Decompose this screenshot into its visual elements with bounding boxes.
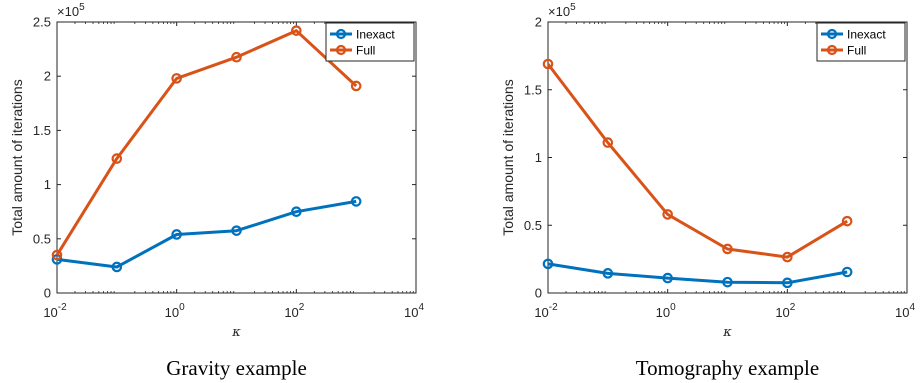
- data-point: [231, 225, 242, 236]
- y-exponent-label: ×105: [548, 2, 576, 19]
- legend-entry: Inexact: [847, 28, 886, 42]
- y-tick-label: 1: [44, 177, 51, 192]
- y-tick-label: 2.5: [33, 15, 51, 30]
- chart-caption: Tomography example: [636, 356, 819, 380]
- y-tick-label: 0: [535, 286, 542, 301]
- legend-entry: Full: [847, 44, 866, 58]
- plot-frame: [56, 21, 417, 294]
- data-point: [291, 206, 302, 217]
- data-point: [662, 209, 673, 220]
- x-tick-label: 100: [656, 302, 676, 320]
- legend-marker: [826, 44, 838, 56]
- data-point: [231, 51, 242, 63]
- data-point: [171, 229, 182, 240]
- legend: Inexact Full: [816, 22, 906, 62]
- x-tick-label: 10-2: [534, 302, 558, 320]
- x-tick-label: 104: [895, 302, 915, 320]
- legend-entry: Inexact: [356, 28, 395, 42]
- series-inexact: [542, 258, 853, 289]
- y-tick-label: 0.5: [33, 231, 51, 246]
- data-point: [51, 254, 63, 265]
- series-line: [546, 63, 848, 259]
- y-axis-label: Total amount of iterations: [500, 79, 516, 235]
- chart-1: 10-2 100 102 104 0 0.5 1 1.5 2 2.5 ×105 Total amoun…: [9, 2, 424, 380]
- data-point: [171, 73, 182, 84]
- series-full: [542, 58, 853, 263]
- series-line: [55, 29, 358, 256]
- data-point: [542, 58, 554, 70]
- y-exponent-label: ×105: [57, 2, 85, 19]
- chart-caption: Gravity example: [166, 356, 307, 380]
- legend: Inexact Full: [325, 22, 415, 62]
- data-point: [111, 261, 123, 273]
- data-point: [602, 268, 614, 279]
- x-tick-label: 104: [404, 302, 424, 320]
- y-tick-label: 0.5: [524, 218, 542, 233]
- y-tick-label: 2: [535, 15, 542, 30]
- y-tick-label: 0: [44, 286, 51, 301]
- x-axis-label: κ: [722, 325, 732, 340]
- data-point: [350, 80, 362, 92]
- legend-entry: Full: [356, 44, 375, 58]
- x-axis-label: κ: [231, 325, 241, 340]
- y-tick-label: 2: [44, 69, 51, 84]
- series-inexact: [51, 196, 362, 273]
- data-point: [111, 153, 123, 164]
- data-point: [782, 277, 793, 289]
- data-point: [722, 243, 733, 255]
- y-axis-label: Total amount of iterations: [9, 79, 25, 235]
- y-tick-label: 1.5: [33, 123, 51, 138]
- series-line: [56, 199, 357, 269]
- data-point: [782, 251, 793, 263]
- data-point: [291, 25, 302, 36]
- data-point: [841, 266, 853, 278]
- series-full: [51, 25, 362, 261]
- data-point: [51, 249, 63, 261]
- x-tick-label: 100: [165, 302, 185, 320]
- legend-marker: [826, 28, 838, 40]
- legend-marker: [335, 28, 347, 40]
- data-point: [722, 276, 733, 288]
- legend-marker: [335, 44, 347, 56]
- y-tick-label: 1: [535, 150, 542, 165]
- y-tick-label: 1.5: [524, 82, 542, 97]
- data-point: [602, 137, 614, 148]
- chart-2: 10-2 100 102 104 0 0.5 1 1.5 2 ×105 Total amount o…: [500, 2, 915, 380]
- x-tick-label: 102: [775, 302, 795, 320]
- data-point: [662, 272, 673, 284]
- x-tick-label: 102: [284, 302, 304, 320]
- data-point: [350, 196, 362, 207]
- x-tick-label: 10-2: [43, 302, 67, 320]
- data-point: [841, 215, 853, 227]
- series-line: [547, 262, 848, 285]
- data-point: [542, 258, 554, 270]
